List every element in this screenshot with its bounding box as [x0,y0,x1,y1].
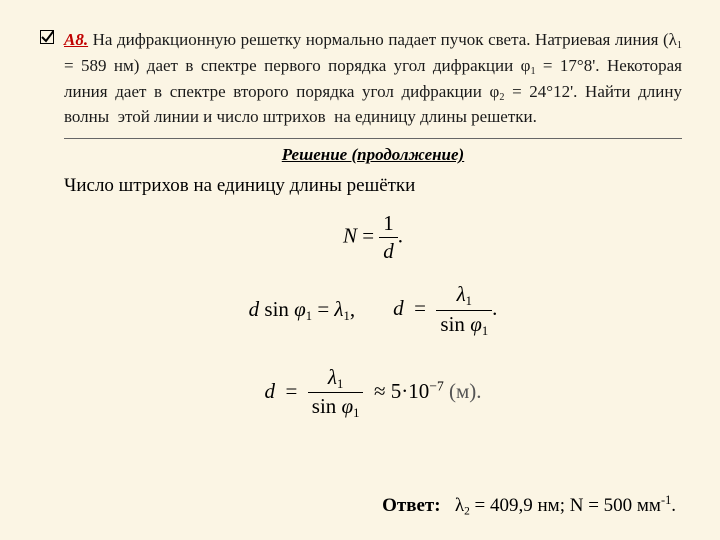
eq1-num: 1 [379,211,398,237]
equation-3: d = λ1 sin φ1 ≈ 5·10−7 (м). [64,365,682,422]
eq3-exp: −7 [429,378,444,393]
equation-1: N = 1 d . [64,211,682,264]
answer-lambda: 409,9 нм [490,495,560,516]
divider [64,138,682,139]
problem-text: На дифракционную решетку нормально падае… [64,30,682,126]
solution-line-1: Число штрихов на единицу длины решётки [64,175,682,197]
answer-line: Ответ: λ2 = 409,9 нм; N = 500 мм-1. [64,493,682,517]
equation-2: d sin φ1 = λ1, d = λ1 sin φ1 . [64,282,682,339]
solution-title: Решение (продолжение) [64,145,682,165]
answer-label: Ответ: [382,495,440,516]
page-root: А8. На дифракционную решетку нормально п… [0,0,720,540]
answer-n-exp: -1 [661,493,671,507]
eq1-lhs: N [343,223,357,247]
eq3-mantissa: 5 [391,379,402,403]
eq1-trail: . [398,223,403,247]
eq1-den: d [379,237,398,264]
answer-n: 500 мм [604,495,661,516]
eq2a-trail: , [350,297,355,321]
eq2b-trail: . [492,296,497,320]
problem-number: А8. [64,30,88,49]
eq3-unit: (м). [449,379,482,403]
problem-statement: А8. На дифракционную решетку нормально п… [64,28,682,130]
check-icon [40,30,54,44]
